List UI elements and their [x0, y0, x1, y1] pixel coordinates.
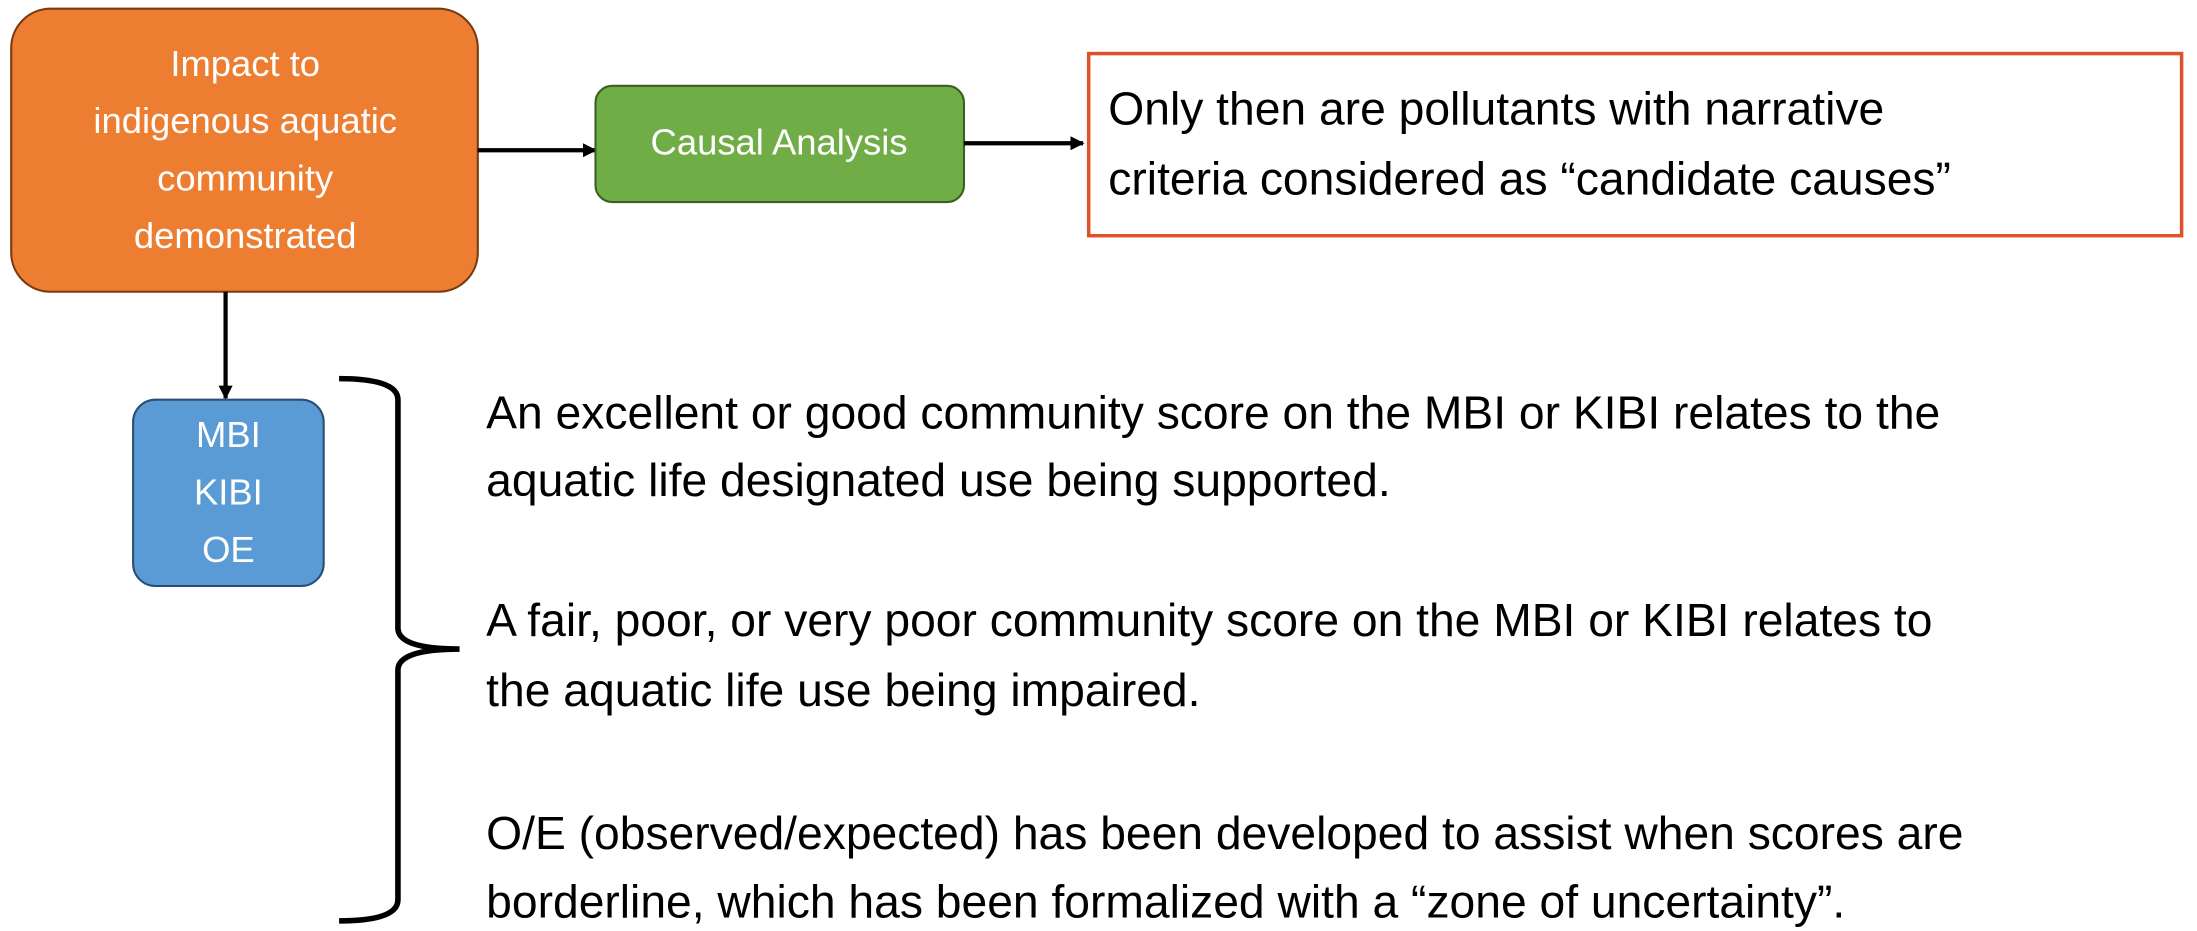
paragraph-line: aquatic life designated use being suppor… — [486, 454, 1390, 506]
node-text: community — [157, 158, 334, 199]
index-box — [132, 398, 325, 588]
node-text: Causal Analysis — [651, 121, 908, 162]
node-text: Impact to — [170, 43, 320, 84]
node-text: KIBI — [194, 472, 263, 513]
node-text: demonstrated — [134, 215, 357, 256]
node-text: Only then are pollutants with narrative — [1108, 83, 1884, 135]
paragraph-line: borderline, which has been formalized wi… — [486, 876, 1845, 928]
paragraph-line: O/E (observed/expected) has been develop… — [486, 807, 1963, 859]
node-text: criteria considered as “candidate causes… — [1108, 153, 1951, 205]
paragraph-line: A fair, poor, or very poor community sco… — [486, 594, 1932, 646]
paragraph-line: An excellent or good community score on … — [486, 387, 1940, 439]
note-box — [1086, 51, 2184, 238]
node-text: MBI — [196, 414, 261, 455]
node-text: indigenous aquatic — [93, 100, 397, 141]
paragraph-line: the aquatic life use being impaired. — [486, 664, 1200, 716]
brace — [339, 375, 460, 924]
node-text: OE — [202, 529, 255, 570]
